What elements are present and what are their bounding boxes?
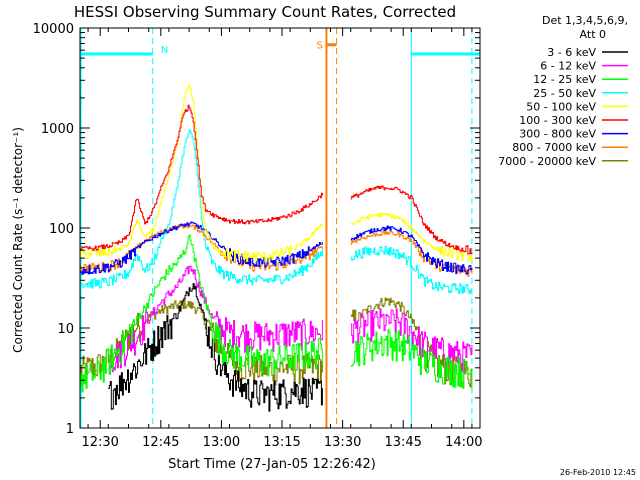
x-tick-label: 12:45 — [142, 435, 179, 450]
series-line — [108, 283, 323, 412]
legend-label: 800 - 7000 keV — [512, 141, 596, 154]
series-300-800-kev-kev — [80, 221, 473, 275]
x-tick-label: 13:15 — [263, 435, 300, 450]
night-markers: N — [80, 28, 480, 428]
y-tick-label: 10 — [57, 322, 74, 337]
x-tick-label: 14:00 — [445, 435, 482, 450]
chart-title: HESSI Observing Summary Count Rates, Cor… — [74, 3, 456, 21]
saa-markers: S — [316, 28, 338, 428]
series-line — [350, 212, 473, 262]
legend-label: 300 - 800 keV — [519, 128, 596, 141]
y-tick-label: 10000 — [33, 22, 74, 37]
legend-label: 6 - 12 keV — [540, 60, 596, 73]
x-tick-label: 13:30 — [324, 435, 361, 450]
series-6-12-kev-kev — [108, 265, 473, 375]
x-tick-label: 13:00 — [203, 435, 240, 450]
legend-label: 50 - 100 keV — [526, 100, 596, 113]
series-3-6-kev-kev — [108, 283, 323, 412]
legend-label: 12 - 25 keV — [533, 73, 596, 86]
series-line — [80, 84, 323, 262]
saa-label: S — [316, 41, 322, 52]
series-layer — [80, 84, 473, 412]
series-line — [350, 225, 473, 275]
series-line — [80, 104, 323, 251]
series-50-100-kev-kev — [80, 84, 473, 262]
series-line — [108, 265, 323, 375]
timestamp: 26-Feb-2010 12:45 — [560, 468, 636, 477]
series-line — [350, 245, 473, 295]
y-axis-label: Corrected Count Rate (s⁻¹ detector⁻¹) — [11, 127, 25, 353]
series-line — [80, 221, 323, 275]
x-tick-label: 12:30 — [81, 435, 118, 450]
legend-label: 25 - 50 keV — [533, 87, 596, 100]
legend-label: 7000 - 20000 keV — [498, 155, 596, 168]
y-tick-label: 100 — [49, 222, 74, 237]
y-tick-label: 1 — [66, 422, 74, 437]
legend-title-line-2: Att 0 — [580, 28, 606, 41]
series-12-25-kev-kev — [80, 234, 473, 393]
legend-title-line-1: Det 1,3,4,5,6,9, — [542, 14, 628, 27]
series-25-50-kev-kev — [80, 129, 473, 295]
axes: 1 10 100 1000 10000 12:30 12:45 13:00 13:15 13:30… — [33, 22, 483, 450]
series-line — [350, 329, 473, 391]
series-100-300-kev-kev — [80, 104, 473, 255]
x-tick-label: 13:45 — [384, 435, 421, 450]
series-line — [80, 234, 323, 393]
y-tick-label: 1000 — [41, 122, 74, 137]
series-line — [80, 129, 323, 289]
series-line — [350, 308, 473, 373]
series-line — [350, 185, 473, 255]
night-label: N — [161, 45, 168, 56]
legend-label: 100 - 300 keV — [519, 114, 596, 127]
legend-label: 3 - 6 keV — [547, 46, 596, 59]
x-axis-label: Start Time (27-Jan-05 12:26:42) — [168, 457, 376, 472]
